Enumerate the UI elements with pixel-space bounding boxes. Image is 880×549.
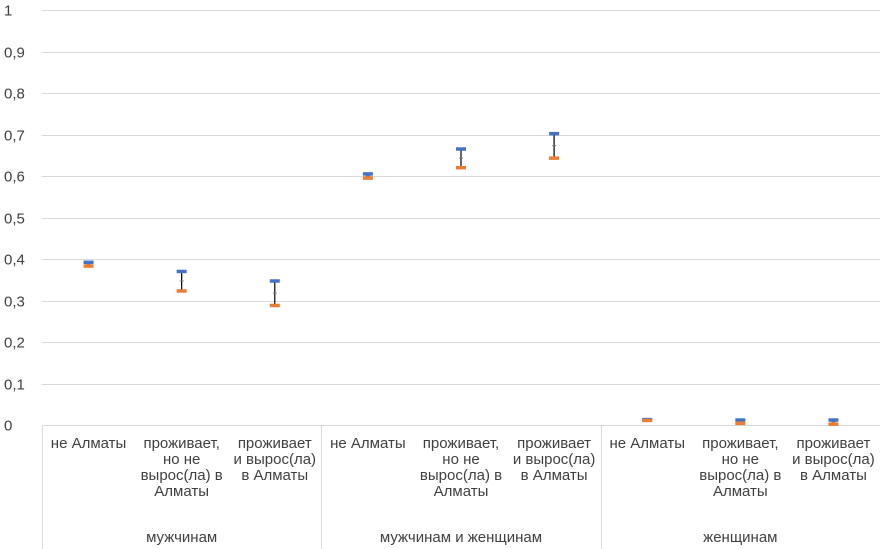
category-label: проживает и вырос(ла) в Алматы	[233, 435, 316, 484]
y-tick-label: 1	[4, 3, 12, 20]
category-label: не Алматы	[51, 435, 127, 452]
group-label: женщинам	[703, 529, 777, 546]
category-label: проживает и вырос(ла) в Алматы	[792, 435, 875, 484]
y-tick-label: 0	[4, 418, 12, 435]
y-tick-label: 0,1	[4, 377, 25, 394]
y-tick-label: 0,4	[4, 252, 25, 269]
y-tick-label: 0,6	[4, 169, 25, 186]
y-tick-label: 0,5	[4, 211, 25, 228]
category-label: проживает, но не вырос(ла) в Алматы	[420, 435, 502, 500]
category-label: проживает, но не вырос(ла) в Алматы	[699, 435, 781, 500]
category-labels: не Алматы проживает, но не вырос(ла) в Алмат…	[51, 435, 875, 546]
group-label: мужчинам	[146, 529, 217, 546]
y-tick-label: 0,8	[4, 86, 25, 103]
y-tick-label: 0,9	[4, 45, 25, 62]
category-label: проживает и вырос(ла) в Алматы	[513, 435, 596, 484]
y-tick-label: 0,3	[4, 294, 25, 311]
category-label: не Алматы	[330, 435, 406, 452]
y-axis-tick-labels: 0 0,1 0,2 0,3 0,4 0,5 0,6 0,7 0,8 0,9 1	[4, 3, 25, 435]
gridlines	[42, 10, 880, 385]
y-tick-label: 0,2	[4, 335, 25, 352]
y-tick-label: 0,7	[4, 128, 25, 145]
group-label: мужчинам и женщинам	[380, 529, 542, 546]
category-label: не Алматы	[609, 435, 685, 452]
category-axis	[42, 425, 880, 549]
category-label: проживает, но не вырос(ла) в Алматы	[141, 435, 223, 500]
data-marks	[83, 131, 839, 426]
